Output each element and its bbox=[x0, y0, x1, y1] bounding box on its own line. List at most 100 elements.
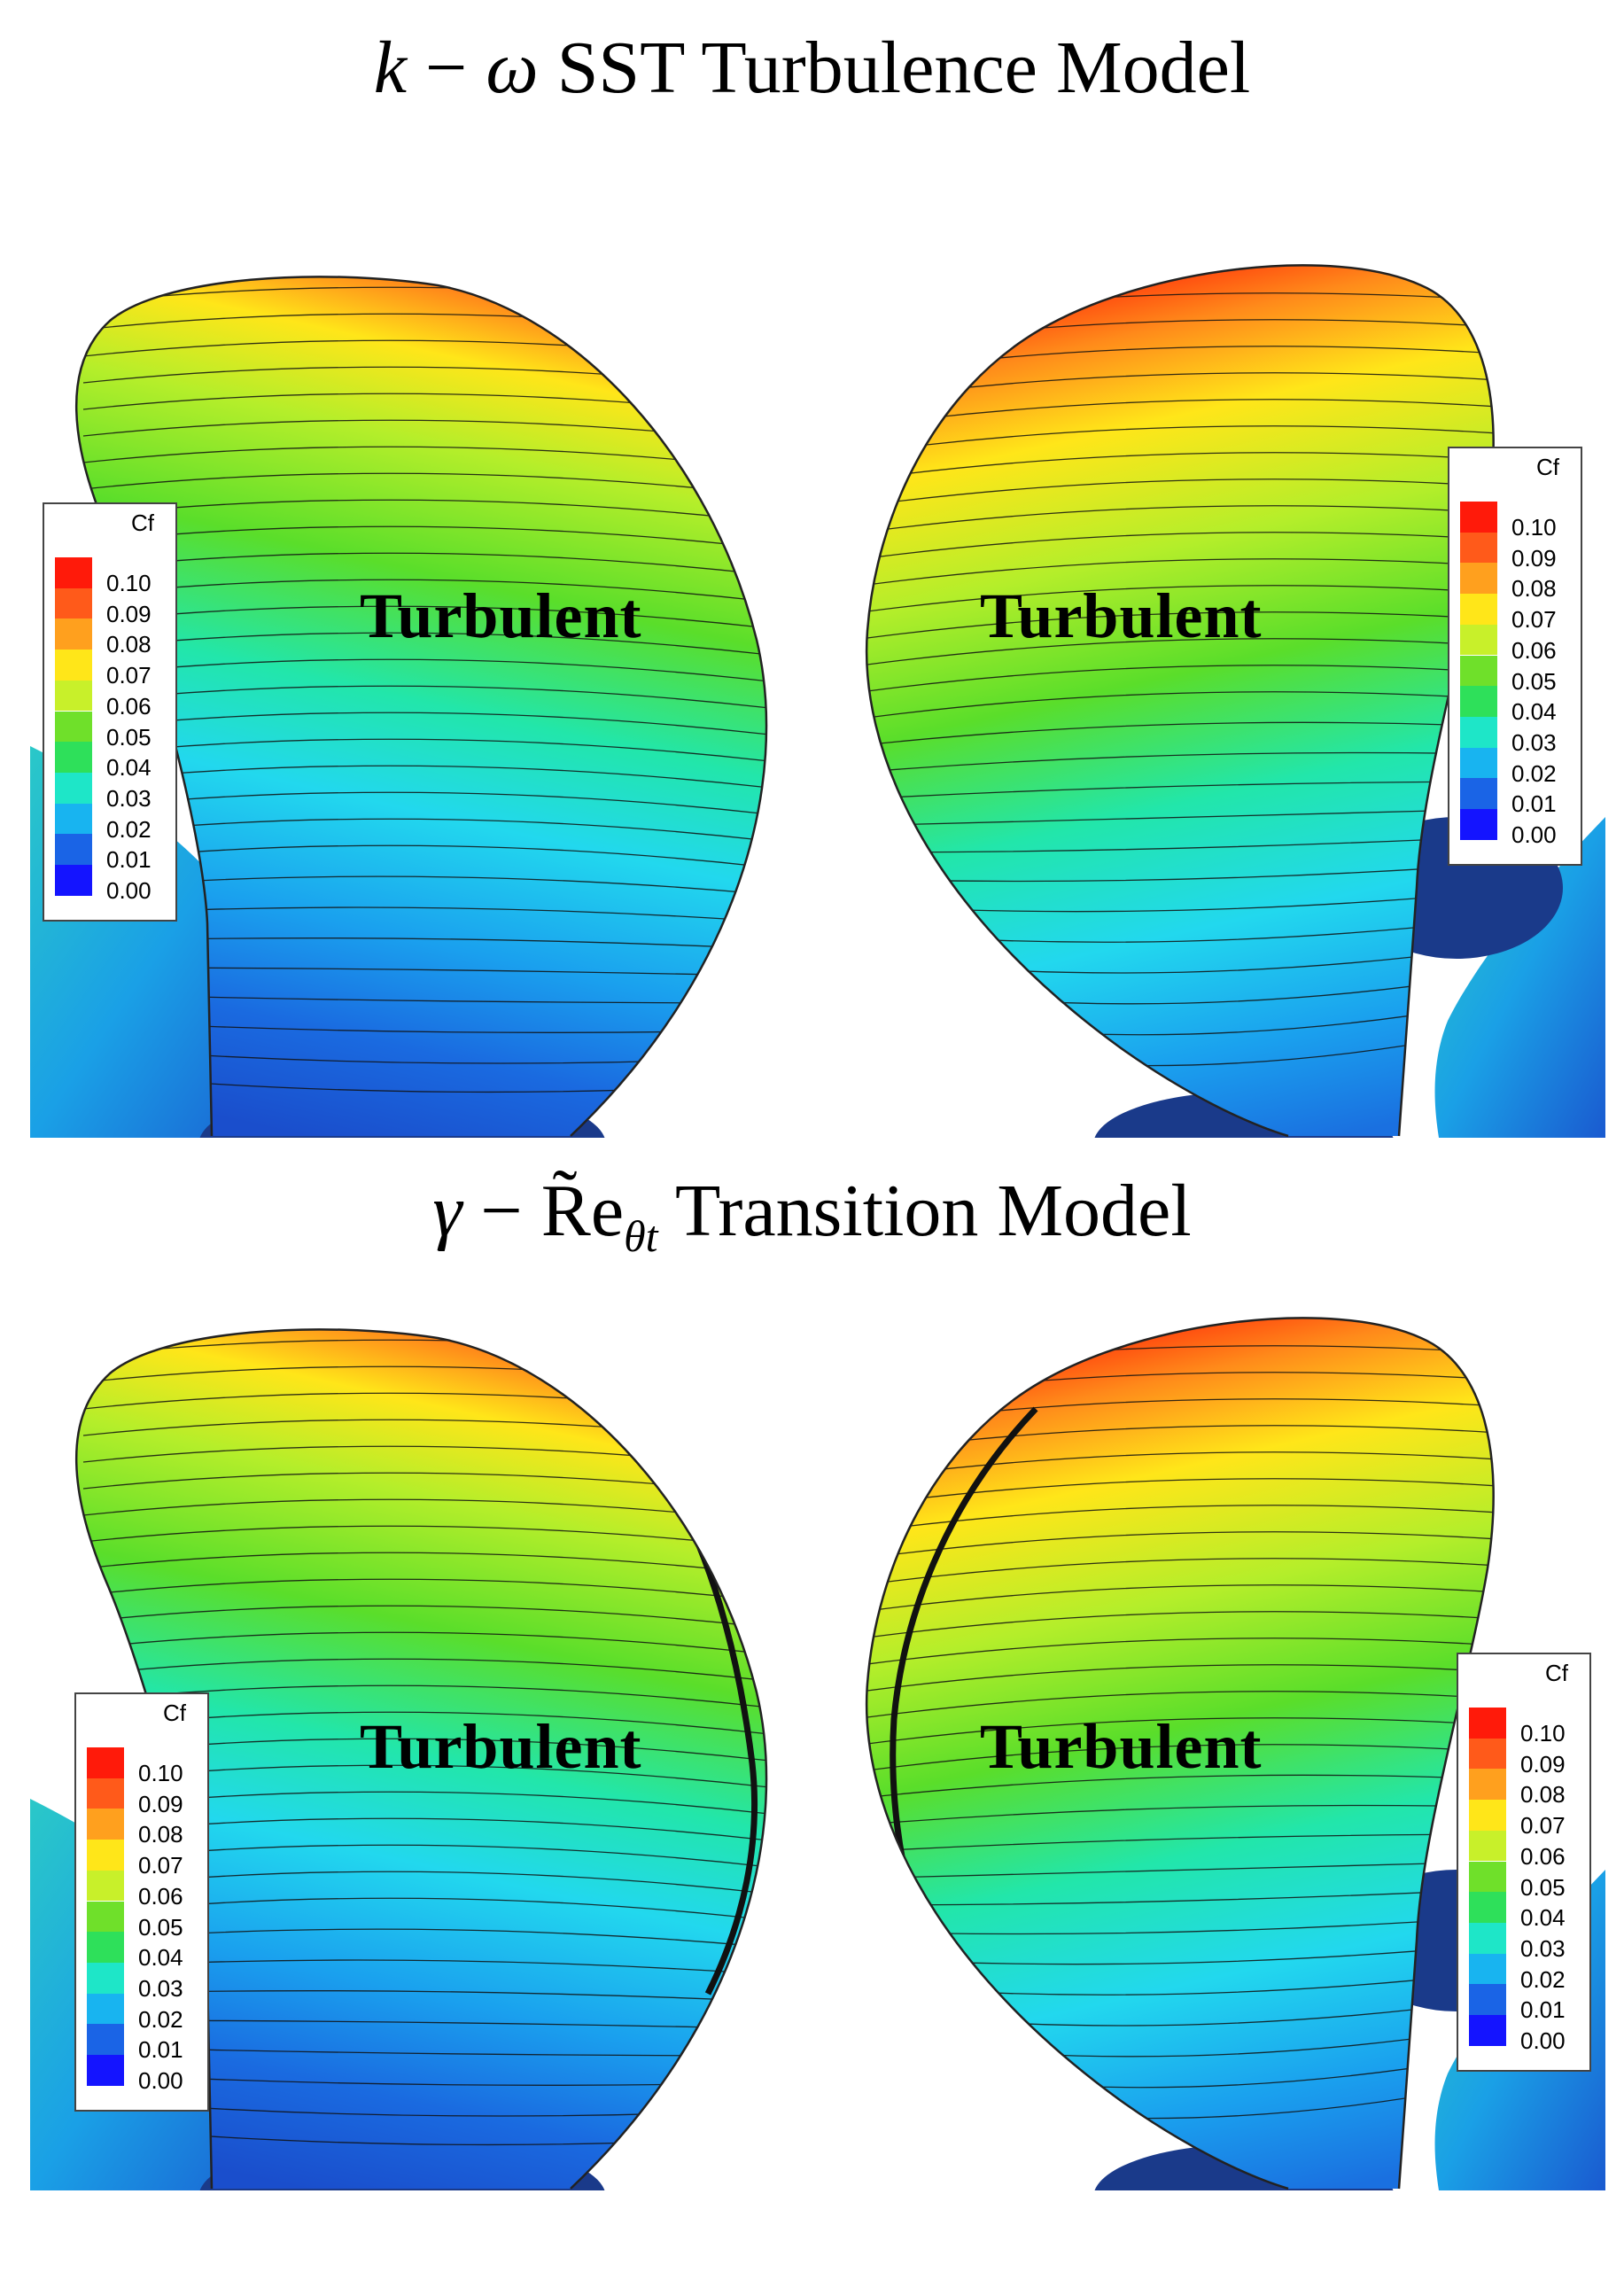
cf-legend-swatch bbox=[87, 1901, 124, 1933]
cf-legend-row: 0.06 bbox=[1460, 624, 1593, 662]
cf-legend-row: 0.07 bbox=[1469, 1800, 1602, 1837]
cf-legend-row: 0.07 bbox=[55, 650, 188, 687]
cf-legend-row: 0.01 bbox=[1460, 778, 1593, 815]
cf-legend-swatch bbox=[1469, 1738, 1506, 1770]
cf-legend-row: 0.02 bbox=[1460, 747, 1593, 785]
cf-legend-value: 0.09 bbox=[106, 600, 152, 627]
cf-legend-row: 0.08 bbox=[1469, 1769, 1602, 1806]
cf-legend-swatch bbox=[1460, 716, 1497, 748]
cf-legend-value: 0.03 bbox=[106, 784, 152, 812]
cf-legend-value: 0.07 bbox=[1520, 1812, 1566, 1840]
cf-legend-swatch bbox=[55, 742, 92, 773]
cf-legend-value: 0.05 bbox=[138, 1913, 183, 1941]
cf-legend-swatch bbox=[55, 803, 92, 835]
cf-legend-bottom-right: Cf 0.10 0.09 0.08 0.07 0.06 0.05 0.04 0.03 0.02 0… bbox=[1457, 1653, 1591, 2072]
title-bottom-rest: Transition Model bbox=[675, 1170, 1192, 1252]
cf-legend-value: 0.05 bbox=[1520, 1873, 1566, 1901]
cf-legend-row: 0.08 bbox=[87, 1809, 220, 1846]
cf-legend-row: 0.08 bbox=[55, 618, 188, 656]
cf-legend-row: 0.00 bbox=[87, 2055, 220, 2092]
cf-legend-value: 0.03 bbox=[1511, 728, 1557, 756]
cf-legend-row: 0.01 bbox=[87, 2024, 220, 2061]
cf-legend-swatch bbox=[1469, 1984, 1506, 2015]
cf-legend-swatch bbox=[1460, 655, 1497, 687]
title-top-rest: SST Turbulence Model bbox=[556, 27, 1251, 109]
cf-legend-top-left: Cf 0.10 0.09 0.08 0.07 0.06 0.05 0.04 0.03 0.02 0… bbox=[43, 502, 177, 922]
cf-legend-row: 0.04 bbox=[55, 742, 188, 779]
cf-legend-value: 0.05 bbox=[106, 723, 152, 751]
cf-legend-row: 0.05 bbox=[1460, 655, 1593, 693]
cf-legend-value: 0.08 bbox=[1511, 575, 1557, 603]
title-bottom-sym: R̃e bbox=[540, 1170, 625, 1252]
turbulent-label-bottom-right: Turbulent bbox=[980, 1711, 1263, 1782]
cf-legend-value: 0.04 bbox=[1520, 1904, 1566, 1932]
cf-legend-value: 0.09 bbox=[138, 1790, 183, 1817]
cf-legend-row: 0.07 bbox=[1460, 594, 1593, 631]
title-top-sym: ω bbox=[486, 27, 539, 109]
cf-legend-row: 0.04 bbox=[87, 1932, 220, 1969]
cf-legend-swatch bbox=[55, 834, 92, 865]
cf-legend-value: 0.08 bbox=[1520, 1781, 1566, 1809]
title-top: k − ω SST Turbulence Model bbox=[0, 25, 1624, 111]
cf-legend-swatch bbox=[55, 772, 92, 804]
cf-legend-swatch bbox=[1460, 778, 1497, 809]
cf-legend-swatch bbox=[55, 618, 92, 650]
cf-legend-value: 0.06 bbox=[106, 692, 152, 720]
cf-legend-swatch bbox=[55, 650, 92, 681]
turbulent-label-top-left: Turbulent bbox=[360, 580, 642, 651]
cf-legend-value: 0.09 bbox=[1511, 544, 1557, 572]
cf-legend-value: 0.06 bbox=[138, 1882, 183, 1910]
cf-legend-swatch bbox=[1469, 2015, 1506, 2046]
cf-legend-value: 0.02 bbox=[138, 2005, 183, 2033]
cf-legend-row: 0.06 bbox=[87, 1870, 220, 1908]
cf-legend-value: 0.02 bbox=[1511, 759, 1557, 787]
cf-legend-value: 0.10 bbox=[106, 570, 152, 596]
cf-legend-swatch bbox=[87, 2024, 124, 2055]
cf-legend-row: 0.03 bbox=[87, 1962, 220, 2000]
cf-legend-value: 0.02 bbox=[106, 815, 152, 843]
cf-legend-row: 0.03 bbox=[1469, 1922, 1602, 1960]
cf-legend-swatch bbox=[1460, 532, 1497, 564]
title-bottom-sub: θt bbox=[624, 1210, 658, 1261]
cf-legend-top-right: Cf 0.10 0.09 0.08 0.07 0.06 0.05 0.04 0.03 0.02 0… bbox=[1448, 447, 1582, 866]
cf-legend-swatch bbox=[87, 1932, 124, 1963]
cf-legend-swatch bbox=[87, 1809, 124, 1840]
cf-legend-swatch bbox=[1460, 594, 1497, 625]
cf-legend-value: 0.01 bbox=[1520, 1996, 1566, 2024]
turbulent-label-top-right: Turbulent bbox=[980, 580, 1263, 651]
blade-scene-top bbox=[30, 264, 1605, 1138]
cf-legend-value: 0.00 bbox=[1511, 821, 1557, 848]
cf-legend-row: 0.01 bbox=[1469, 1984, 1602, 2021]
cf-legend-value: 0.01 bbox=[1511, 790, 1557, 818]
cf-legend-swatch bbox=[1469, 1861, 1506, 1893]
cf-legend-row: 0.10 bbox=[55, 557, 188, 595]
cf-legend-row: 0.09 bbox=[1460, 532, 1593, 570]
cf-legend-value: 0.01 bbox=[138, 2036, 183, 2064]
cf-legend-value: 0.08 bbox=[106, 631, 152, 658]
cf-legend-row: 0.10 bbox=[1460, 502, 1593, 539]
cf-legend-swatch bbox=[1460, 809, 1497, 840]
cf-legend-row: 0.07 bbox=[87, 1840, 220, 1877]
cf-legend-row: 0.06 bbox=[1469, 1830, 1602, 1868]
title-bottom: γ − R̃eθt Transition Model bbox=[0, 1168, 1624, 1262]
cf-legend-swatch bbox=[1460, 502, 1497, 533]
cf-legend-row: 0.00 bbox=[55, 865, 188, 902]
cf-legend-swatch bbox=[1460, 747, 1497, 779]
cf-legend-swatch bbox=[87, 1870, 124, 1902]
cf-legend-value: 0.04 bbox=[1511, 698, 1557, 726]
cf-legend-swatch bbox=[1469, 1922, 1506, 1954]
cf-legend-value: 0.01 bbox=[106, 846, 152, 874]
cf-legend-value: 0.00 bbox=[1520, 2027, 1566, 2054]
cf-legend-row: 0.03 bbox=[55, 772, 188, 810]
cf-legend-swatch bbox=[1460, 686, 1497, 717]
cf-legend-value: 0.07 bbox=[106, 662, 152, 689]
cf-legend-swatch bbox=[55, 680, 92, 712]
blade-scene-bottom bbox=[30, 1317, 1605, 2190]
cf-legend-row: 0.02 bbox=[87, 1993, 220, 2031]
cf-legend-swatch bbox=[1469, 1708, 1506, 1739]
cf-legend-value: 0.04 bbox=[106, 754, 152, 782]
cf-legend-value: 0.10 bbox=[1520, 1720, 1566, 1747]
cf-legend-row: 0.06 bbox=[55, 680, 188, 718]
cf-legend-title: Cf bbox=[131, 510, 154, 536]
turbulent-label-bottom-left: Turbulent bbox=[360, 1711, 642, 1782]
